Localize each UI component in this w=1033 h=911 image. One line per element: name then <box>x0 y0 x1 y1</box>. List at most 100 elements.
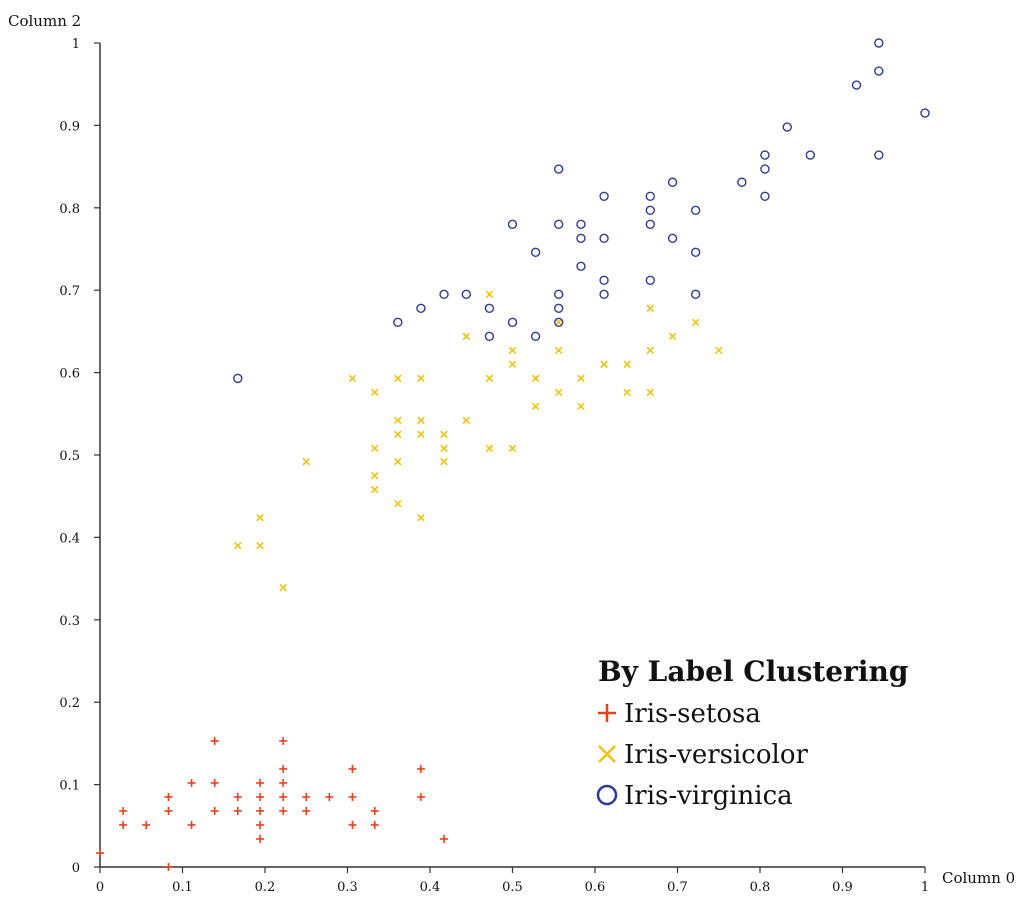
data-point <box>554 219 564 229</box>
data-point <box>416 764 425 773</box>
data-point <box>393 317 403 328</box>
data-point <box>461 289 471 300</box>
data-point <box>667 177 678 187</box>
data-point <box>417 416 425 425</box>
legend-item-versicolor: Iris-versicolor <box>598 740 808 770</box>
x-tick-label: 0.5 <box>502 880 523 895</box>
data-point <box>142 820 151 829</box>
data-point <box>256 541 264 550</box>
data-point <box>530 247 541 257</box>
y-axis-title: Column 2 <box>8 12 81 30</box>
data-point <box>394 499 402 508</box>
data-point <box>577 402 585 411</box>
data-point <box>256 820 265 829</box>
data-point <box>348 820 357 829</box>
data-point <box>599 289 609 300</box>
data-point <box>623 360 631 369</box>
data-point <box>164 792 173 801</box>
data-point <box>691 318 700 327</box>
data-point <box>348 792 357 801</box>
data-point <box>164 806 173 815</box>
x-tick-label: 1 <box>921 880 929 895</box>
legend-label-versicolor: Iris-versicolor <box>624 740 808 770</box>
data-point <box>623 388 631 397</box>
y-tick-label: 0.2 <box>59 696 80 711</box>
data-point <box>576 261 586 272</box>
x-tick-label: 0.9 <box>832 880 853 895</box>
data-point <box>279 806 288 815</box>
legend-label-setosa: Iris-setosa <box>624 699 761 729</box>
data-point <box>256 513 264 522</box>
data-point <box>530 331 541 342</box>
data-point <box>645 219 655 229</box>
x-tick-label: 0.3 <box>337 880 358 895</box>
y-tick-label: 0.3 <box>59 614 80 629</box>
data-point <box>348 764 357 773</box>
data-point <box>233 806 242 815</box>
data-point <box>256 792 265 801</box>
y-tick-label: 0.4 <box>59 531 80 546</box>
y-tick-label: 0.5 <box>59 449 80 464</box>
data-point <box>279 736 288 745</box>
data-point <box>874 38 884 48</box>
data-point <box>370 820 379 829</box>
data-point <box>508 444 517 453</box>
data-point <box>507 317 518 328</box>
legend: By Label Clustering Iris-setosa Iris-ver… <box>596 655 908 811</box>
data-point <box>440 430 448 439</box>
data-point <box>394 457 402 466</box>
data-point <box>279 778 288 787</box>
data-point <box>279 764 288 773</box>
y-tick-label: 0 <box>72 861 80 876</box>
data-point <box>554 164 564 174</box>
y-tick-label: 1 <box>72 37 80 52</box>
data-point <box>690 205 701 215</box>
data-point <box>646 346 655 355</box>
data-point <box>737 177 747 187</box>
data-point <box>554 289 564 300</box>
data-point <box>256 806 265 815</box>
data-point <box>370 444 379 453</box>
y-tick-label: 0.6 <box>59 367 80 382</box>
data-point <box>325 792 334 801</box>
data-point <box>394 416 402 425</box>
data-point <box>760 164 770 174</box>
data-point <box>851 80 862 90</box>
data-point <box>256 834 265 843</box>
data-point <box>210 806 219 815</box>
data-point <box>119 820 128 829</box>
data-point <box>416 792 425 801</box>
legend-label-virginica: Iris-virginica <box>624 781 793 811</box>
series-cross <box>234 290 723 592</box>
data-point <box>599 191 609 201</box>
data-point <box>714 346 723 355</box>
x-axis-title: Column 0 <box>942 869 1015 887</box>
data-point <box>440 457 448 466</box>
data-point <box>416 303 426 314</box>
data-point <box>485 290 494 299</box>
data-point <box>394 374 402 383</box>
data-point <box>668 332 677 341</box>
data-point <box>394 430 402 439</box>
data-point <box>440 444 448 453</box>
data-point <box>576 219 586 229</box>
data-point <box>417 513 425 522</box>
y-ticks: 0 0.1 0.2 0.3 0.4 0.5 0.6 0.7 0.8 0.9 1 <box>59 37 100 876</box>
data-point <box>485 444 494 453</box>
data-point <box>600 360 608 369</box>
data-point <box>302 806 311 815</box>
data-points <box>96 38 930 871</box>
data-point <box>782 122 792 132</box>
data-point <box>508 360 517 369</box>
data-point <box>348 374 357 383</box>
data-point <box>554 303 564 314</box>
data-point <box>599 233 609 243</box>
data-point <box>531 402 540 411</box>
legend-item-setosa: Iris-setosa <box>598 699 761 729</box>
data-point <box>417 430 425 439</box>
data-point <box>577 374 585 383</box>
legend-marker-circle-icon <box>596 784 618 806</box>
data-point <box>233 792 242 801</box>
